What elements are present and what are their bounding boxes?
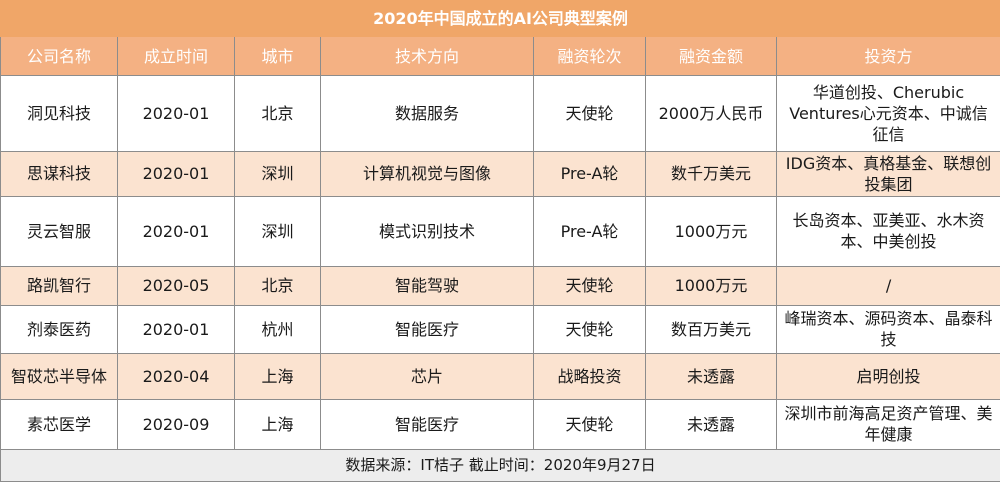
cell-investors: 长岛资本、亚美亚、水木资本、中美创投 (775, 196, 1000, 267)
cell-tech: 计算机视觉与图像 (320, 150, 534, 198)
cell-city: 杭州 (234, 305, 321, 354)
cell-tech: 芯片 (320, 352, 534, 401)
cell-amount: 未透露 (645, 399, 777, 450)
cell-round: 战略投资 (533, 352, 646, 401)
cell-company: 洞见科技 (0, 74, 118, 152)
table-row: 素芯医学 2020-09 上海 智能医疗 天使轮 未透露 深圳市前海高足资产管理… (0, 399, 1000, 450)
cell-investors: 华道创投、Cherubic Ventures心元资本、中诚信征信 (775, 74, 1000, 152)
cell-investors: 启明创投 (775, 352, 1000, 401)
cell-amount: 未透露 (645, 352, 777, 401)
cell-founded: 2020-01 (117, 150, 235, 198)
data-source-note: 数据来源：IT桔子 截止时间：2020年9月27日 (0, 448, 1000, 482)
cell-company: 智砹芯半导体 (0, 352, 118, 401)
cell-tech: 模式识别技术 (320, 196, 534, 267)
header-funding-amount: 融资金额 (645, 36, 777, 76)
table-row: 灵云智服 2020-01 深圳 模式识别技术 Pre-A轮 1000万元 长岛资… (0, 196, 1000, 267)
cell-investors: IDG资本、真格基金、联想创投集团 (775, 150, 1000, 198)
table-row: 智砹芯半导体 2020-04 上海 芯片 战略投资 未透露 启明创投 (0, 352, 1000, 401)
cell-company: 灵云智服 (0, 196, 118, 267)
cell-founded: 2020-05 (117, 265, 235, 307)
cell-round: 天使轮 (533, 265, 646, 307)
header-city: 城市 (234, 36, 321, 76)
header-company-name: 公司名称 (0, 36, 118, 76)
cell-amount: 2000万人民币 (645, 74, 777, 152)
cell-founded: 2020-04 (117, 352, 235, 401)
cell-company: 路凯智行 (0, 265, 118, 307)
header-funding-round: 融资轮次 (533, 36, 646, 76)
cell-founded: 2020-01 (117, 196, 235, 267)
cell-company: 剂泰医药 (0, 305, 118, 354)
cell-city: 北京 (234, 265, 321, 307)
cell-tech: 智能驾驶 (320, 265, 534, 307)
cell-city: 深圳 (234, 150, 321, 198)
cell-tech: 智能医疗 (320, 399, 534, 450)
cell-investors: / (775, 265, 1000, 307)
cell-company: 思谋科技 (0, 150, 118, 198)
cell-founded: 2020-01 (117, 74, 235, 152)
cell-amount: 1000万元 (645, 265, 777, 307)
header-row: 公司名称 成立时间 城市 技术方向 融资轮次 融资金额 投资方 (0, 36, 1000, 76)
header-investors: 投资方 (775, 36, 1000, 76)
cell-city: 深圳 (234, 196, 321, 267)
table-row: 洞见科技 2020-01 北京 数据服务 天使轮 2000万人民币 华道创投、C… (0, 74, 1000, 152)
title-row: 2020年中国成立的AI公司典型案例 (0, 0, 1000, 38)
cell-investors: 峰瑞资本、源码资本、晶泰科技 (775, 305, 1000, 354)
cell-round: 天使轮 (533, 399, 646, 450)
cell-tech: 数据服务 (320, 74, 534, 152)
cell-city: 上海 (234, 399, 321, 450)
table-title: 2020年中国成立的AI公司典型案例 (0, 0, 1000, 38)
cell-amount: 数千万美元 (645, 150, 777, 198)
cell-round: 天使轮 (533, 74, 646, 152)
table-row: 路凯智行 2020-05 北京 智能驾驶 天使轮 1000万元 / (0, 265, 1000, 307)
footer-row: 数据来源：IT桔子 截止时间：2020年9月27日 (0, 448, 1000, 482)
cell-amount: 1000万元 (645, 196, 777, 267)
cell-investors: 深圳市前海高足资产管理、美年健康 (775, 399, 1000, 450)
header-founded: 成立时间 (117, 36, 235, 76)
cell-round: 天使轮 (533, 305, 646, 354)
cell-founded: 2020-01 (117, 305, 235, 354)
cell-city: 北京 (234, 74, 321, 152)
cell-amount: 数百万美元 (645, 305, 777, 354)
cell-round: Pre-A轮 (533, 150, 646, 198)
cell-tech: 智能医疗 (320, 305, 534, 354)
cell-company: 素芯医学 (0, 399, 118, 450)
cell-round: Pre-A轮 (533, 196, 646, 267)
cell-founded: 2020-09 (117, 399, 235, 450)
cell-city: 上海 (234, 352, 321, 401)
table-row: 思谋科技 2020-01 深圳 计算机视觉与图像 Pre-A轮 数千万美元 ID… (0, 150, 1000, 198)
table-row: 剂泰医药 2020-01 杭州 智能医疗 天使轮 数百万美元 峰瑞资本、源码资本… (0, 305, 1000, 354)
header-tech-direction: 技术方向 (320, 36, 534, 76)
